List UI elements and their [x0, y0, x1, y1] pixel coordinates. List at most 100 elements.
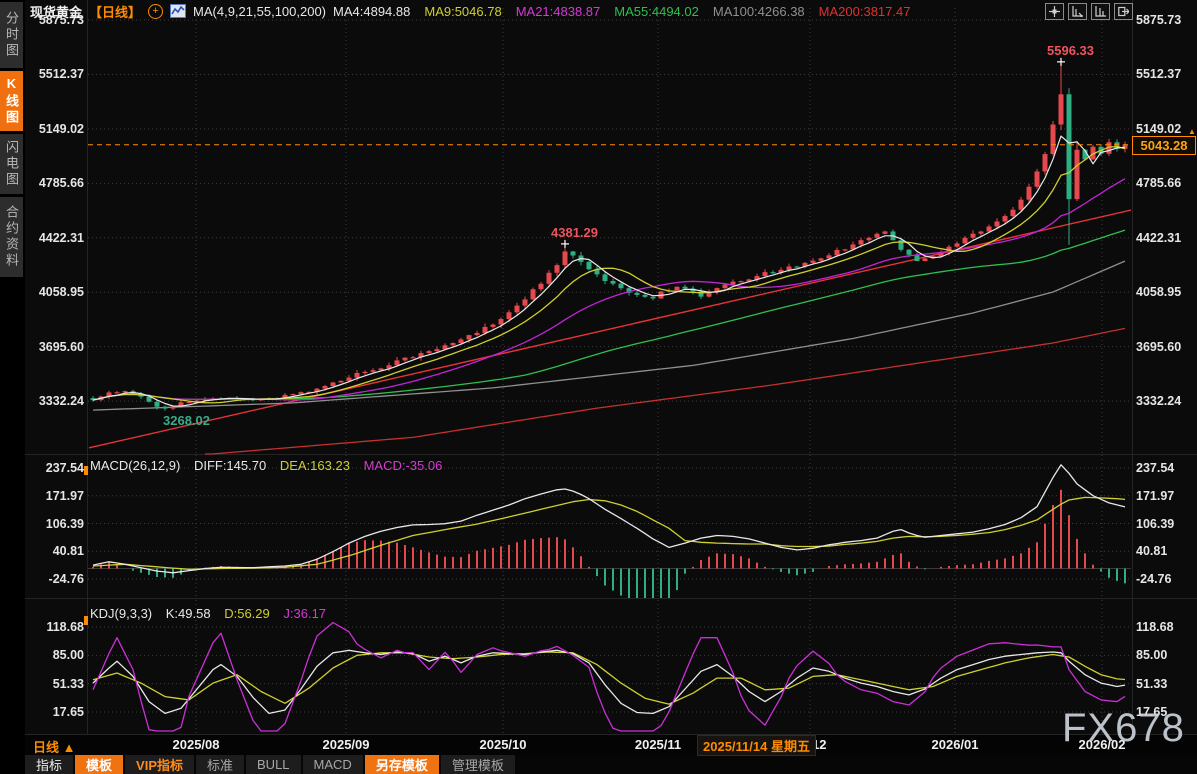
- toolbar-item-7[interactable]: 管理模板: [440, 755, 515, 774]
- sidebar-item-candlestick-chart[interactable]: K线图: [0, 71, 23, 131]
- chart-header: 现货黄金 【日线】 + MA(4,9,21,55,100,200) MA4:48…: [30, 1, 924, 21]
- scale-y-axis-icon[interactable]: [1091, 3, 1110, 20]
- main-macd-separator[interactable]: [25, 454, 1197, 455]
- macd-axis-left-4: -24.76: [48, 572, 84, 586]
- kdj-panel-handle[interactable]: [84, 616, 88, 625]
- kdj-k-value: K:49.58: [165, 606, 211, 621]
- price-axis-left-0: 5875.73: [38, 13, 84, 27]
- price-axis-left-3: 4785.66: [38, 176, 84, 191]
- kdj-axis-right-3: 17.65: [1136, 705, 1168, 719]
- ma-value-3: MA55:4494.02: [614, 3, 699, 19]
- exit-fullscreen-icon[interactable]: [1114, 3, 1133, 20]
- macd-diff-value: DIFF:145.70: [193, 458, 267, 473]
- kdj-title: KDJ(9,3,3): [90, 606, 153, 621]
- line-chart-icon[interactable]: [170, 4, 187, 18]
- toolbar-item-5[interactable]: MACD: [302, 755, 363, 774]
- macd-dea-value: DEA:163.23: [279, 458, 350, 473]
- price-axis-right-7: 3332.24: [1136, 394, 1182, 409]
- sidebar: 分时图 K线图 闪电图 合约资料: [0, 0, 25, 774]
- kdj-date-separator: [25, 734, 1197, 735]
- date-axis[interactable]: 日线 ▲ 2025/08 2025/09 2025/10 2025/11 2026/01…: [25, 735, 1197, 756]
- price-axis-right-5: 4058.95: [1136, 285, 1182, 300]
- macd-axis-right-1: 171.97: [1136, 488, 1175, 503]
- kdj-axis-right-2: 51.33: [1136, 676, 1168, 691]
- macd-axis-left-2: 106.39: [45, 516, 84, 531]
- ma-settings-label[interactable]: MA(4,9,21,55,100,200): [193, 3, 327, 19]
- symbol-name: 现货黄金: [30, 4, 83, 20]
- toolbar-item-3[interactable]: 标准: [196, 755, 245, 774]
- period-selector[interactable]: 日线 ▲: [33, 740, 76, 755]
- price-axis-right-0: 5875.73: [1136, 13, 1182, 27]
- price-axis-left-7: 3332.24: [38, 394, 84, 409]
- toolbar-item-6[interactable]: 另存模板: [364, 755, 439, 774]
- kdj-d-value: D:56.29: [224, 606, 270, 621]
- last-price-badge: 5043.28: [1132, 135, 1196, 155]
- sidebar-item-contract-info[interactable]: 合约资料: [0, 197, 23, 277]
- macd-kdj-separator[interactable]: [25, 598, 1197, 599]
- sidebar-item-lightning-chart[interactable]: 闪电图: [0, 134, 23, 194]
- macd-axis-right-4: -24.76: [1136, 572, 1172, 586]
- chart-tools: [1045, 3, 1133, 20]
- ma-value-5: MA200:3817.47: [818, 3, 911, 19]
- kdj-axis-left-2: 51.33: [52, 676, 84, 691]
- macd-indicator-chart[interactable]: [88, 455, 1131, 598]
- move-icon[interactable]: [1045, 3, 1064, 20]
- price-axis-right-4: 4422.31: [1136, 230, 1182, 245]
- macd-axis-left-3: 40.81: [52, 544, 84, 559]
- price-axis-right-6: 3695.60: [1136, 339, 1182, 354]
- fx678-watermark: FX678: [1062, 706, 1185, 750]
- scale-x-axis-icon[interactable]: [1068, 3, 1087, 20]
- price-axis-left-1: 5512.37: [38, 67, 84, 82]
- macd-axis-right-2: 106.39: [1136, 516, 1175, 531]
- plot-left-border: [87, 0, 88, 734]
- price-axis-right-3: 4785.66: [1136, 176, 1182, 191]
- ma-value-0: MA4:4894.88: [333, 3, 411, 19]
- macd-header: MACD(26,12,9) DIFF:145.70 DEA:163.23 MAC…: [90, 458, 452, 473]
- kdj-axis-left-1: 85.00: [52, 648, 84, 663]
- macd-panel-handle[interactable]: [84, 466, 88, 475]
- kdj-axis-right-0: 118.68: [1136, 620, 1174, 634]
- price-axis-left-2: 5149.02: [38, 121, 84, 136]
- month-label-4: 2026/01: [931, 737, 979, 752]
- toolbar-item-2[interactable]: VIP指标: [125, 755, 194, 774]
- price-axis-right-1: 5512.37: [1136, 67, 1182, 82]
- last-price-value: 5043.28: [1140, 137, 1188, 153]
- macd-macd-value: MACD:-35.06: [363, 458, 443, 473]
- price-axis-right-2: 5149.02: [1136, 121, 1182, 136]
- low-label: 3268.02: [163, 412, 210, 428]
- price-axis-left-4: 4422.31: [38, 230, 84, 245]
- kdj-axis-right-1: 85.00: [1136, 648, 1168, 663]
- add-indicator-icon[interactable]: +: [148, 3, 164, 19]
- macd-title: MACD(26,12,9): [90, 458, 181, 473]
- ma-value-1: MA9:5046.78: [424, 3, 502, 19]
- month-label-1: 2025/09: [322, 737, 370, 752]
- toolbar-item-4[interactable]: BULL: [246, 755, 301, 774]
- macd-axis-left-1: 171.97: [45, 488, 84, 503]
- axis-scroll-arrow[interactable]: ▲: [1188, 126, 1196, 136]
- ma-values: MA4:4894.88 MA9:5046.78 MA21:4838.87 MA55:4…: [333, 4, 924, 19]
- toolbar-item-1[interactable]: 模板: [75, 755, 124, 774]
- kdj-header: KDJ(9,3,3) K:49.58 D:56.29 J:36.17: [90, 606, 336, 621]
- ma-value-4: MA100:4266.38: [712, 3, 805, 19]
- plot-right-border: [1132, 0, 1133, 734]
- month-label-5: 2026/02: [1078, 737, 1126, 752]
- kdj-j-value: J:36.17: [283, 606, 327, 621]
- month-label-2: 2025/10: [479, 737, 527, 752]
- month-label-0: 2025/08: [172, 737, 220, 752]
- hovered-date-label: 2025/11/14 星期五: [697, 735, 816, 756]
- price-axis-left-6: 3695.60: [38, 339, 84, 354]
- sidebar-item-timeline-chart[interactable]: 分时图: [0, 2, 23, 68]
- kdj-axis-left-3: 17.65: [52, 705, 84, 719]
- macd-axis-right-3: 40.81: [1136, 544, 1168, 559]
- macd-axis-left-0: 237.54: [45, 461, 84, 475]
- ma-value-2: MA21:4838.87: [515, 3, 601, 19]
- period-tag[interactable]: 【日线】: [89, 4, 142, 20]
- toolbar-item-0[interactable]: 指标: [25, 755, 74, 774]
- kdj-indicator-chart[interactable]: [88, 600, 1131, 733]
- local-high-label: 4381.29: [551, 224, 598, 240]
- bottom-toolbar: 指标 模板 VIP指标 标准 BULL MACD 另存模板 管理模板: [25, 755, 1197, 774]
- main-price-chart[interactable]: [88, 8, 1131, 455]
- macd-axis-right-0: 237.54: [1136, 461, 1175, 475]
- kdj-axis-left-0: 118.68: [46, 620, 84, 634]
